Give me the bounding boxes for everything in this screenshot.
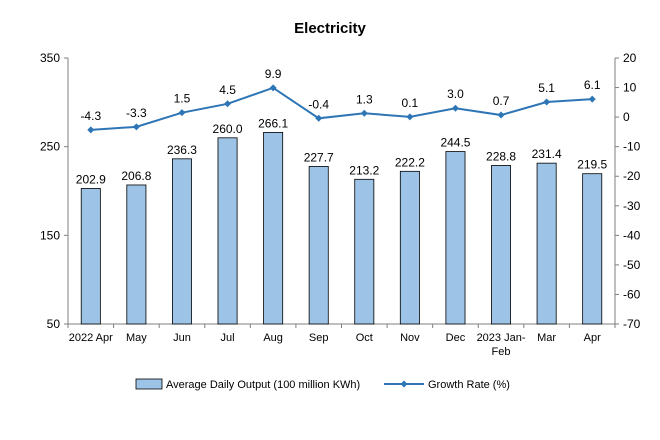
bar <box>536 162 557 325</box>
right-tick-label: 10 <box>623 81 637 95</box>
left-tick-label: 250 <box>40 140 60 154</box>
bar-value-label: 260.0 <box>213 122 243 136</box>
growth-rate-label: 0.1 <box>402 96 419 110</box>
bar-value-label: 219.5 <box>577 158 607 172</box>
bar <box>263 131 284 325</box>
growth-rate-point <box>543 98 551 106</box>
growth-rate-point <box>497 111 505 119</box>
x-tick-label: Nov <box>400 332 420 344</box>
bars-group: 202.9 206.8 236.3 260.0 266.1 227.7 213.2 222.2… <box>76 116 608 325</box>
bar <box>171 158 192 325</box>
growth-rate-label: 9.9 <box>265 67 282 81</box>
growth-rate-point <box>87 126 95 134</box>
x-tick-label: Jun <box>173 332 191 344</box>
right-tick-label: -60 <box>623 287 641 301</box>
growth-rate-line <box>90 86 593 131</box>
growth-rate-point <box>451 104 459 112</box>
bar <box>445 151 466 325</box>
bar-value-label: 213.2 <box>349 163 379 177</box>
x-tick-label: 2023 Jan- <box>477 332 526 344</box>
x-tick-label: Aug <box>263 332 283 344</box>
growth-rate-label: 5.1 <box>538 81 555 95</box>
bar <box>80 188 101 325</box>
chart-title: Electricity <box>294 20 366 37</box>
growth-rate-point <box>406 113 414 121</box>
bar <box>126 184 147 325</box>
right-tick-label: -50 <box>623 258 641 272</box>
bar <box>308 166 329 325</box>
growth-rate-label: 3.0 <box>447 87 464 101</box>
x-tick-label: Sep <box>309 332 329 344</box>
growth-rate-point <box>178 109 186 117</box>
right-tick-label: -10 <box>623 140 641 154</box>
bar <box>354 178 375 325</box>
axes-group: 50 150 250 350 20 10 0 -10 -20 -30 -40 -50 -60 -70 202… <box>40 51 641 358</box>
growth-rate-label: -0.4 <box>308 97 329 111</box>
growth-rate-label: -4.3 <box>80 109 101 123</box>
bar <box>491 165 512 325</box>
legend: Average Daily Output (100 million KWh) Gr… <box>135 378 510 391</box>
x-tick-label: May <box>126 332 147 344</box>
bar-value-label: 206.8 <box>121 169 151 183</box>
right-tick-label: -70 <box>623 317 641 331</box>
growth-rate-point <box>224 100 232 108</box>
growth-rate-label: 0.7 <box>493 94 510 108</box>
right-tick-label: -30 <box>623 199 641 213</box>
bar <box>582 173 603 325</box>
legend-bar-label: Average Daily Output (100 million KWh) <box>166 379 360 391</box>
growth-rate-label: 1.3 <box>356 92 373 106</box>
growth-rate-point <box>360 109 368 117</box>
left-tick-label: 50 <box>47 317 61 331</box>
growth-line-group: -4.3 -3.3 1.5 4.5 9.9 -0.4 1.3 0.1 3.0 0.7 5.1 6.1 <box>80 67 601 134</box>
bar-value-label: 231.4 <box>532 147 562 161</box>
legend-line-marker <box>400 380 408 388</box>
x-tick-label: Jul <box>221 332 235 344</box>
growth-rate-label: 6.1 <box>584 78 601 92</box>
bar <box>399 170 420 325</box>
bar-value-label: 228.8 <box>486 149 516 163</box>
growth-rate-label: 1.5 <box>174 92 191 106</box>
growth-rate-point <box>132 123 140 131</box>
growth-rate-label: -3.3 <box>126 106 147 120</box>
growth-rate-label: 4.5 <box>219 83 236 97</box>
bar <box>217 137 238 325</box>
x-tick-label: Dec <box>446 332 466 344</box>
growth-rate-point <box>588 95 596 103</box>
x-tick-label: 2022 Apr <box>69 332 113 344</box>
bar-value-label: 236.3 <box>167 143 197 157</box>
bar-value-label: 227.7 <box>304 150 334 164</box>
left-tick-label: 350 <box>40 51 60 65</box>
x-tick-label: Apr <box>584 332 601 344</box>
legend-line-label: Growth Rate (%) <box>428 379 510 391</box>
legend-bar-swatch <box>135 378 163 390</box>
bar-value-label: 202.9 <box>76 172 106 186</box>
bar-value-label: 266.1 <box>258 116 288 130</box>
x-tick-label: Mar <box>537 332 556 344</box>
right-tick-label: -40 <box>623 228 641 242</box>
right-tick-label: 0 <box>623 110 630 124</box>
growth-rate-point <box>315 114 323 122</box>
bar-value-label: 244.5 <box>440 136 470 150</box>
growth-rate-point <box>269 84 277 92</box>
x-tick-label: Feb <box>492 346 511 358</box>
bar-value-label: 222.2 <box>395 155 425 169</box>
right-tick-label: -20 <box>623 169 641 183</box>
x-tick-label: Oct <box>356 332 373 344</box>
left-tick-label: 150 <box>40 228 60 242</box>
right-tick-label: 20 <box>623 51 637 65</box>
